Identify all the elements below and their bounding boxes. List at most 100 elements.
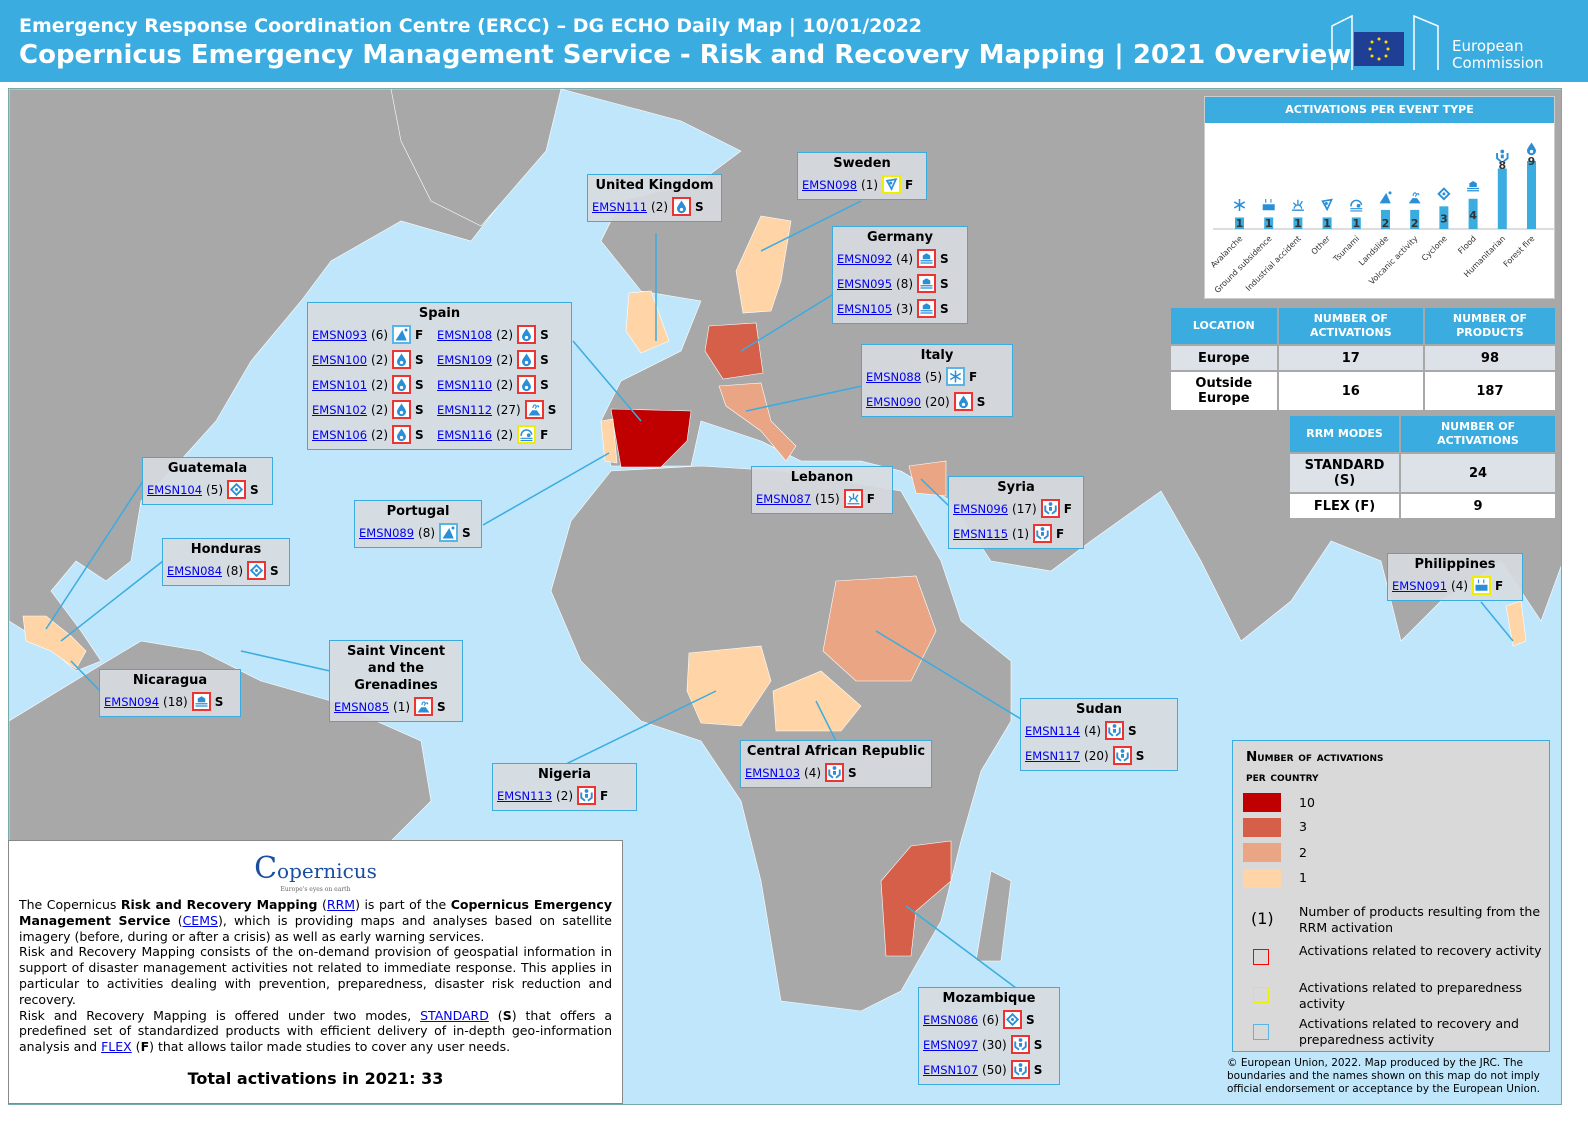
mode-label: S bbox=[415, 352, 424, 367]
activation-link[interactable]: EMSN087 bbox=[756, 491, 812, 506]
activation-link[interactable]: EMSN085 bbox=[334, 699, 390, 714]
country-name: United Kingdom bbox=[595, 178, 714, 193]
country-box-mozambique: Mozambique EMSN086 (6) S EMSN097 (30) S … bbox=[918, 987, 1060, 1085]
landslide-icon bbox=[1379, 191, 1392, 204]
flex-link[interactable]: FLEX bbox=[101, 1039, 132, 1055]
category-label: Forest fire bbox=[1502, 234, 1537, 269]
activation-row: EMSN116 (2) F bbox=[437, 422, 560, 447]
mode-label: S bbox=[848, 765, 857, 780]
activation-link[interactable]: EMSN103 bbox=[745, 765, 801, 780]
mode-label: F bbox=[415, 327, 424, 342]
activation-link[interactable]: EMSN096 bbox=[953, 501, 1009, 516]
activation-link[interactable]: EMSN110 bbox=[437, 377, 493, 392]
humanitarian-icon bbox=[577, 786, 597, 805]
paragraph-1: The Copernicus Risk and Recovery Mapping… bbox=[19, 897, 612, 944]
country-box-nicaragua: Nicaragua EMSN094 (18) S bbox=[99, 669, 241, 717]
flood-icon bbox=[917, 274, 937, 293]
country-box-germany: Germany EMSN092 (4) S EMSN095 (8) S EMSN… bbox=[832, 226, 968, 324]
activation-row: EMSN086 (6) S bbox=[923, 1007, 1055, 1032]
activation-link[interactable]: EMSN101 bbox=[312, 377, 368, 392]
activation-row: EMSN104 (5) S bbox=[147, 477, 268, 502]
product-count: (4) bbox=[1084, 723, 1102, 738]
activation-row: EMSN108 (2) S bbox=[437, 322, 560, 347]
activation-link[interactable]: EMSN084 bbox=[167, 563, 223, 578]
other-icon bbox=[882, 175, 902, 194]
activation-link[interactable]: EMSN090 bbox=[866, 394, 922, 409]
activation-link[interactable]: EMSN115 bbox=[953, 526, 1009, 541]
product-count: (17) bbox=[1012, 501, 1037, 516]
activation-link[interactable]: EMSN114 bbox=[1025, 723, 1081, 738]
paragraph-3: Risk and Recovery Mapping is offered und… bbox=[19, 1007, 612, 1055]
bar-value: 1 bbox=[1294, 217, 1302, 230]
country-italy bbox=[718, 382, 797, 462]
activation-link[interactable]: EMSN098 bbox=[802, 177, 858, 192]
activation-link[interactable]: EMSN106 bbox=[312, 427, 368, 442]
activation-link[interactable]: EMSN108 bbox=[437, 327, 493, 342]
both-legend: Activations related to recovery and prep… bbox=[1299, 1016, 1519, 1047]
tsunami-icon bbox=[517, 425, 537, 444]
bar bbox=[1351, 217, 1361, 229]
forest-fire-icon bbox=[953, 392, 973, 411]
forest-fire-icon bbox=[392, 400, 412, 419]
forest-fire-icon bbox=[1527, 142, 1536, 156]
table-row: STANDARD (S) 24 bbox=[1290, 454, 1555, 492]
cell: STANDARD (S) bbox=[1290, 454, 1400, 492]
activation-row: EMSN111 (2) S bbox=[592, 194, 717, 219]
logo-text: European Commission bbox=[1452, 37, 1544, 72]
activation-link[interactable]: EMSN107 bbox=[923, 1062, 979, 1077]
table-row: Europe 17 98 bbox=[1171, 346, 1555, 370]
activation-row: EMSN105 (3) S bbox=[837, 296, 963, 321]
activation-link[interactable]: EMSN102 bbox=[312, 402, 368, 417]
mode-label: S bbox=[976, 394, 986, 409]
activation-link[interactable]: EMSN086 bbox=[923, 1012, 979, 1027]
activation-link[interactable]: EMSN105 bbox=[837, 301, 893, 316]
highlighted-countries bbox=[22, 215, 1527, 957]
activation-link[interactable]: EMSN097 bbox=[923, 1037, 979, 1052]
recovery-legend: Activations related to recovery activity bbox=[1299, 943, 1542, 958]
cems-link[interactable]: CEMS bbox=[182, 912, 218, 928]
activation-link[interactable]: EMSN116 bbox=[437, 427, 493, 442]
activation-link[interactable]: EMSN100 bbox=[312, 352, 368, 367]
product-count: (3) bbox=[896, 301, 914, 316]
activation-link[interactable]: EMSN117 bbox=[1025, 748, 1081, 763]
product-count: (2) bbox=[496, 377, 514, 392]
copyright: © European Union, 2022. Map produced by … bbox=[1227, 1057, 1540, 1095]
activation-link[interactable]: EMSN112 bbox=[437, 402, 493, 417]
activation-link[interactable]: EMSN091 bbox=[1392, 578, 1448, 593]
product-count: (8) bbox=[418, 525, 436, 540]
other-icon bbox=[1321, 198, 1334, 212]
activation-link[interactable]: EMSN113 bbox=[497, 788, 553, 803]
activation-link[interactable]: EMSN094 bbox=[104, 694, 160, 709]
mode-label: S bbox=[1135, 748, 1145, 763]
activation-link[interactable]: EMSN089 bbox=[359, 525, 415, 540]
country-name: Honduras bbox=[190, 542, 262, 557]
activation-link[interactable]: EMSN095 bbox=[837, 276, 893, 291]
bar bbox=[1381, 209, 1390, 229]
forest-fire-icon bbox=[392, 375, 412, 394]
activation-row: EMSN117 (20) S bbox=[1025, 743, 1173, 768]
country-name: Sudan bbox=[1076, 702, 1122, 717]
page-title: Copernicus Emergency Management Service … bbox=[19, 40, 1352, 70]
country-box-sudan: Sudan EMSN114 (4) S EMSN117 (20) S bbox=[1020, 698, 1178, 771]
mode-label: S bbox=[695, 199, 704, 214]
activation-link[interactable]: EMSN088 bbox=[866, 369, 922, 384]
activation-link[interactable]: EMSN109 bbox=[437, 352, 493, 367]
industrial-icon bbox=[1291, 199, 1304, 211]
activation-link[interactable]: EMSN093 bbox=[312, 327, 368, 342]
activation-link[interactable]: EMSN104 bbox=[147, 482, 203, 497]
country-name: Mozambique bbox=[942, 991, 1036, 1006]
total-activations: Total activations in 2021: 33 bbox=[187, 1068, 444, 1088]
activation-row: EMSN100 (2) S bbox=[312, 347, 427, 372]
rrm-link[interactable]: RRM bbox=[326, 897, 356, 912]
country-box-central-african-republic: Central African Republic EMSN103 (4) S bbox=[740, 740, 932, 788]
country-name: Nicaragua bbox=[132, 673, 208, 688]
building-icon bbox=[1413, 14, 1439, 70]
country-name: Spain bbox=[418, 306, 461, 321]
standard-link[interactable]: STANDARD bbox=[420, 1007, 489, 1023]
activation-link[interactable]: EMSN092 bbox=[837, 251, 893, 266]
activation-link[interactable]: EMSN111 bbox=[592, 199, 648, 214]
country-box-portugal: Portugal EMSN089 (8) S bbox=[354, 500, 482, 548]
modes-table: RRM modes Number of activations STANDARD … bbox=[1288, 414, 1557, 520]
country-box-united-kingdom: United Kingdom EMSN111 (2) S bbox=[587, 174, 722, 222]
